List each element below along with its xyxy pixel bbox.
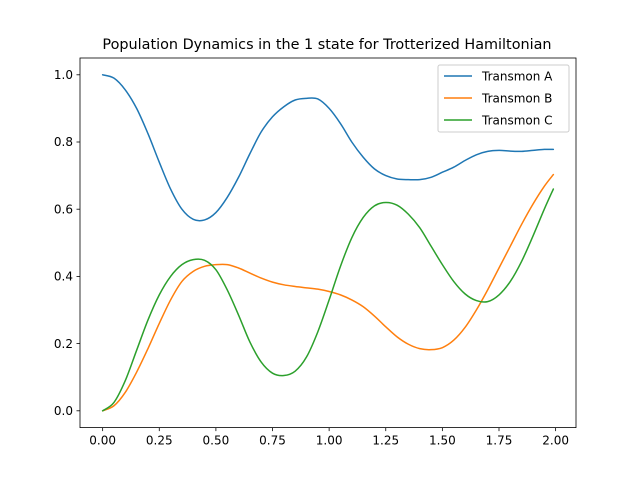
series-layer: [101, 74, 555, 412]
x-tick-label: 0.50: [203, 434, 230, 448]
y-tick-label: 0.4: [54, 270, 73, 284]
legend: Transmon A Transmon B Transmon C: [437, 64, 570, 133]
y-tick-label: 0.8: [54, 135, 73, 149]
x-tick-label: 0.00: [89, 434, 116, 448]
x-tick-label: 0.25: [146, 434, 173, 448]
x-tick-label: 1.00: [316, 434, 343, 448]
x-tick-label: 1.50: [429, 434, 456, 448]
y-tick-label: 0.6: [54, 202, 73, 216]
legend-label: Transmon A: [481, 69, 553, 83]
series-line-transmon-c: [101, 188, 555, 412]
axes-frame: [79, 57, 577, 429]
y-tick-label: 0.0: [54, 404, 73, 418]
x-axis: 0.00 0.25 0.50 0.75 1.00 1.25 1.50 1.75 2.00: [89, 427, 569, 448]
legend-label: Transmon C: [481, 113, 553, 127]
legend-label: Transmon B: [481, 91, 552, 105]
y-tick-label: 0.2: [54, 337, 73, 351]
series-line-transmon-b: [101, 173, 555, 412]
y-axis: 0.0 0.2 0.4 0.6 0.8 1.0: [54, 68, 80, 418]
series-line-transmon-a: [101, 74, 555, 222]
legend-frame: [437, 64, 570, 133]
x-tick-label: 0.75: [259, 434, 286, 448]
y-tick-label: 1.0: [54, 68, 73, 82]
chart-title: Population Dynamics in the 1 state for T…: [102, 37, 551, 53]
x-tick-label: 1.75: [486, 434, 513, 448]
x-tick-label: 2.00: [542, 434, 569, 448]
x-tick-label: 1.25: [372, 434, 399, 448]
